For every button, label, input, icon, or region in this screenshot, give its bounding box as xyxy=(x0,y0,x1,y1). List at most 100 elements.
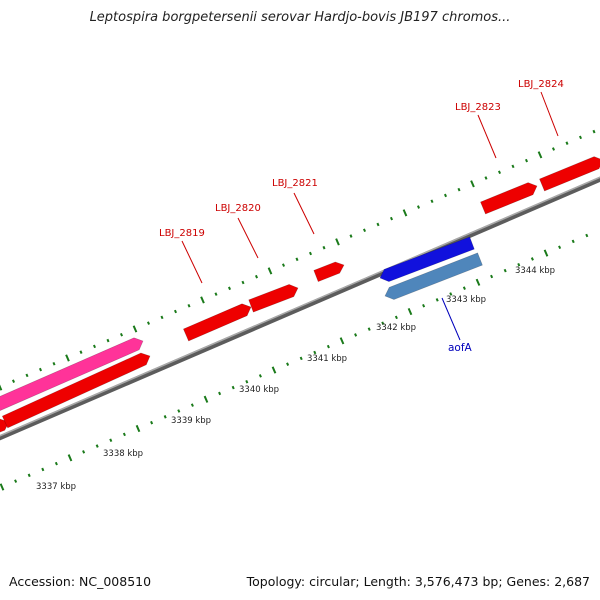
inner-minor-tick xyxy=(435,298,439,302)
outer-minor-tick xyxy=(592,129,596,134)
inner-minor-tick xyxy=(54,461,58,466)
backbone-highlight xyxy=(0,176,600,437)
gene-label: LBJ_2823 xyxy=(455,102,501,113)
gene-label: LBJ_2824 xyxy=(518,79,564,90)
outer-minor-tick xyxy=(241,280,245,285)
inner-minor-tick xyxy=(231,385,235,390)
leader-lbj-2824 xyxy=(540,91,559,137)
outer-minor-tick xyxy=(389,216,394,221)
inner-minor-tick xyxy=(177,409,181,413)
gene-arrow-lbj-2820 xyxy=(248,284,299,313)
gene-arrow-lbj-2824 xyxy=(539,156,600,192)
scale-label: 3337 kbp xyxy=(36,482,76,492)
outer-minor-tick xyxy=(254,274,259,279)
gene-arrow-lbj-2821 xyxy=(313,261,345,282)
gene-arrow-aofa xyxy=(384,252,483,300)
outer-minor-tick xyxy=(322,245,326,250)
gene-arrow xyxy=(1,352,151,429)
outer-major-tick xyxy=(132,325,138,333)
scale-label: 3342 kbp xyxy=(376,323,416,333)
outer-minor-tick xyxy=(214,292,218,296)
outer-minor-tick xyxy=(362,228,367,233)
inner-major-tick xyxy=(543,249,549,257)
outer-minor-tick xyxy=(92,344,97,349)
outer-minor-tick xyxy=(308,251,313,256)
inner-minor-tick xyxy=(313,350,317,355)
outer-minor-tick xyxy=(173,309,178,314)
inner-minor-tick xyxy=(27,473,31,478)
outer-minor-tick xyxy=(25,373,29,378)
outer-minor-tick xyxy=(430,199,434,204)
outer-major-tick xyxy=(402,209,408,217)
chromosome-backbone xyxy=(0,176,600,441)
gene-label: LBJ_2819 xyxy=(159,228,205,239)
inner-major-tick xyxy=(271,366,277,374)
inner-minor-tick xyxy=(449,292,453,296)
inner-major-tick xyxy=(203,395,209,403)
outer-minor-tick xyxy=(187,303,191,308)
inner-minor-tick xyxy=(354,333,358,337)
gene-label-aofa: aofA xyxy=(448,342,473,354)
inner-minor-tick xyxy=(95,444,99,448)
inner-major-tick xyxy=(475,278,481,286)
outer-minor-tick xyxy=(524,158,529,163)
outer-minor-tick xyxy=(119,332,124,337)
outer-minor-tick xyxy=(484,176,488,180)
leader-lbj-2819 xyxy=(181,240,203,284)
inner-major-tick xyxy=(407,307,413,316)
reverse-gene-arrow xyxy=(379,236,475,282)
outer-minor-tick xyxy=(295,257,299,262)
outer-minor-tick xyxy=(578,135,583,140)
outer-minor-tick xyxy=(497,170,502,174)
gene-arrow-lbj-2819 xyxy=(183,303,252,342)
outer-minor-tick xyxy=(565,141,569,145)
outer-major-tick xyxy=(267,267,273,275)
outer-minor-tick xyxy=(11,379,16,383)
inner-minor-tick xyxy=(381,321,385,326)
inner-minor-tick xyxy=(517,263,521,267)
outer-minor-tick xyxy=(160,315,164,320)
scale-label: 3341 kbp xyxy=(307,354,347,364)
inner-minor-tick xyxy=(163,415,167,419)
inner-minor-tick xyxy=(109,438,113,442)
outer-tick-ring xyxy=(0,129,596,391)
inner-minor-tick xyxy=(245,379,249,384)
accession-text: Accession: NC_008510 xyxy=(9,574,152,589)
inner-minor-tick xyxy=(422,303,426,308)
inner-minor-tick xyxy=(218,391,222,396)
outer-major-tick xyxy=(470,180,475,188)
inner-major-tick xyxy=(0,483,5,491)
inner-minor-tick xyxy=(326,344,330,349)
outer-minor-tick xyxy=(443,193,448,198)
inner-minor-tick xyxy=(503,268,507,273)
outer-major-tick xyxy=(537,151,543,159)
inner-minor-tick xyxy=(190,403,194,407)
scale-label: 3340 kbp xyxy=(239,385,279,395)
outer-minor-tick xyxy=(281,263,286,267)
inner-minor-tick xyxy=(41,467,45,472)
gene-label: LBJ_2821 xyxy=(272,178,318,189)
scale-label: 3338 kbp xyxy=(103,449,143,459)
rna-gene-arrow xyxy=(0,337,144,411)
leader-lbj-2823 xyxy=(477,114,497,159)
inner-major-tick xyxy=(135,424,141,433)
inner-minor-tick xyxy=(490,274,494,279)
outer-minor-tick xyxy=(416,205,421,209)
genome-summary: Topology: circular; Length: 3,576,473 bp… xyxy=(246,574,590,589)
outer-major-tick xyxy=(335,238,340,246)
inner-minor-tick xyxy=(299,356,303,361)
scale-label: 3343 kbp xyxy=(446,295,486,305)
inner-major-tick xyxy=(67,454,73,462)
map-title: Leptospira borgpetersenii serovar Hardjo… xyxy=(89,10,511,25)
inner-minor-tick xyxy=(367,327,371,331)
scale-label: 3344 kbp xyxy=(515,266,555,276)
inner-minor-tick xyxy=(150,420,154,425)
outer-major-tick xyxy=(65,354,70,362)
leader-lbj-2821 xyxy=(293,192,315,235)
outer-minor-tick xyxy=(349,234,353,238)
outer-minor-tick xyxy=(551,147,556,151)
outer-minor-tick xyxy=(146,321,151,325)
outer-minor-tick xyxy=(227,286,232,291)
inner-minor-tick xyxy=(122,432,126,437)
gene-arrow-lbj-2823 xyxy=(480,182,538,215)
